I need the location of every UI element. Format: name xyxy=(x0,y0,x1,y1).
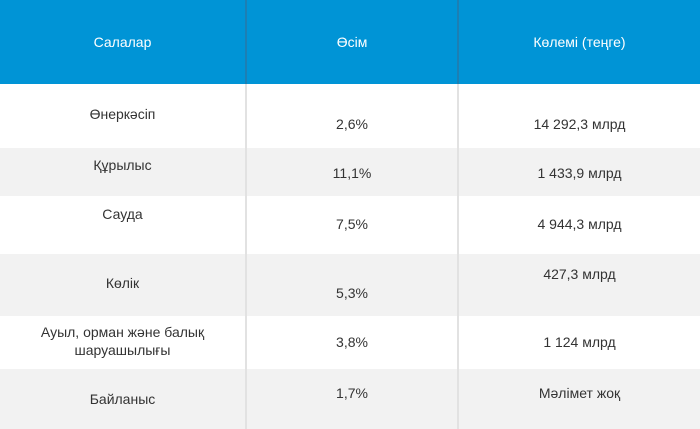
sector-name-line1: Ауыл, орман және балық xyxy=(40,324,205,340)
growth-value: 1,7% xyxy=(336,385,368,401)
header-sectors: Салалар xyxy=(0,0,245,84)
header-divider xyxy=(457,0,459,84)
header-growth: Өсім xyxy=(247,0,457,84)
sector-name: Сауда xyxy=(102,206,143,222)
growth-cell: 3,8% xyxy=(247,316,457,369)
table-row: Байланыс 1,7% Мәлімет жоқ xyxy=(0,369,700,429)
growth-value: 3,8% xyxy=(336,334,368,350)
volume-value: 427,3 млрд xyxy=(543,266,616,282)
volume-cell: Мәлімет жоқ xyxy=(459,369,700,429)
growth-value: 11,1% xyxy=(332,165,372,181)
volume-value: 1 433,9 млрд xyxy=(537,165,622,181)
volume-cell: 4 944,3 млрд xyxy=(459,196,700,254)
growth-value: 5,3% xyxy=(336,285,368,301)
header-volume-label: Көлемі (теңге) xyxy=(533,34,626,50)
volume-cell: 1 124 млрд xyxy=(459,316,700,369)
sector-cell: Байланыс xyxy=(0,369,245,429)
growth-value: 2,6% xyxy=(336,116,368,132)
header-volume: Көлемі (теңге) xyxy=(459,0,700,84)
header-growth-label: Өсім xyxy=(336,34,368,50)
growth-cell: 11,1% xyxy=(247,148,457,196)
growth-cell: 1,7% xyxy=(247,369,457,429)
volume-value: 14 292,3 млрд xyxy=(533,116,626,132)
growth-value: 7,5% xyxy=(336,216,368,232)
sector-cell: Көлік xyxy=(0,254,245,316)
volume-cell: 1 433,9 млрд xyxy=(459,148,700,196)
table-header: Салалар Өсім Көлемі (теңге) xyxy=(0,0,700,84)
growth-cell: 2,6% xyxy=(247,84,457,148)
volume-value: 1 124 млрд xyxy=(543,334,616,350)
sector-name: Құрылыс xyxy=(93,157,152,173)
sector-cell: Ауыл, орман және балық шаруашылығы xyxy=(0,316,245,369)
volume-value: 4 944,3 млрд xyxy=(537,216,622,232)
sector-name-line2: шаруашылығы xyxy=(74,342,171,358)
sector-name: Өнеркәсіп xyxy=(89,106,156,122)
volume-cell: 14 292,3 млрд xyxy=(459,84,700,148)
table-row: Көлік 5,3% 427,3 млрд xyxy=(0,254,700,316)
volume-cell: 427,3 млрд xyxy=(459,254,700,316)
header-divider xyxy=(245,0,247,84)
sector-name: Көлік xyxy=(105,275,140,291)
sector-cell: Құрылыс xyxy=(0,148,245,196)
column-divider xyxy=(245,84,247,429)
table-row: Өнеркәсіп 2,6% 14 292,3 млрд xyxy=(0,84,700,148)
sector-cell: Өнеркәсіп xyxy=(0,84,245,148)
sector-name: Байланыс xyxy=(89,391,156,407)
growth-cell: 7,5% xyxy=(247,196,457,254)
table-row: Сауда 7,5% 4 944,3 млрд xyxy=(0,196,700,254)
table-row: Құрылыс 11,1% 1 433,9 млрд xyxy=(0,148,700,196)
column-divider xyxy=(457,84,459,429)
growth-cell: 5,3% xyxy=(247,254,457,316)
header-sectors-label: Салалар xyxy=(93,34,152,50)
sector-cell: Сауда xyxy=(0,196,245,254)
table-row: Ауыл, орман және балық шаруашылығы 3,8% … xyxy=(0,316,700,369)
volume-value: Мәлімет жоқ xyxy=(538,385,621,401)
